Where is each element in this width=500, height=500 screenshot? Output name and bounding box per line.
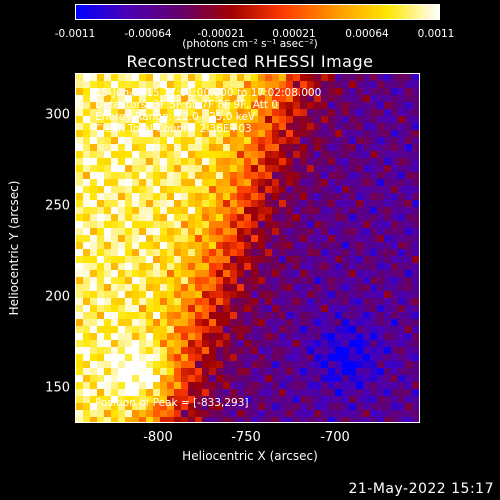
clean-counts-label: Clean Total Counts: 2.36E+03 xyxy=(95,123,252,135)
image-canvas xyxy=(76,74,419,422)
colorbar-tick: 0.0011 xyxy=(417,28,455,40)
colorbar-tick: -0.00021 xyxy=(197,28,245,40)
image-title: Reconstructed RHESSI Image xyxy=(126,52,374,71)
time-range-label: 15-Jun-2015 17:01:00.000 to 17:02:08.000 xyxy=(95,87,322,99)
colorbar xyxy=(75,4,440,20)
footer-timestamp: 21-May-2022 15:17 xyxy=(348,481,494,497)
y-tick-label: 250 xyxy=(45,198,70,214)
image-pixels xyxy=(76,74,419,422)
x-tick-label: -750 xyxy=(231,430,261,445)
y-tick-label: 300 xyxy=(45,107,70,123)
x-tick-label: -700 xyxy=(320,430,350,445)
peak-position-label: Position of Peak = [-833,293] xyxy=(95,397,249,409)
x-tick-label: -800 xyxy=(143,430,173,445)
colorbar-unit: (photons cm⁻² s⁻¹ asec⁻²) xyxy=(182,38,318,50)
y-tick-label: 150 xyxy=(45,380,70,396)
colorbar-tick: 0.00021 xyxy=(272,28,316,40)
colorbar-tick: -0.00064 xyxy=(124,28,172,40)
y-tick-label: 200 xyxy=(45,289,70,305)
detectors-label: Detectors: 3F 5F 6F 7F 8F 9F, Att 0 xyxy=(95,99,279,111)
colorbar-tick: -0.0011 xyxy=(54,28,96,40)
colorbar-tick: 0.00064 xyxy=(345,28,389,40)
rhessi-image: 15-Jun-2015 17:01:00.000 to 17:02:08.000… xyxy=(75,73,420,423)
energy-range-label: Energy Range: 12.0 - 25.0 keV xyxy=(95,111,256,123)
x-axis-label: Heliocentric X (arcsec) xyxy=(182,449,318,463)
y-axis-label: Heliocentric Y (arcsec) xyxy=(7,180,21,316)
